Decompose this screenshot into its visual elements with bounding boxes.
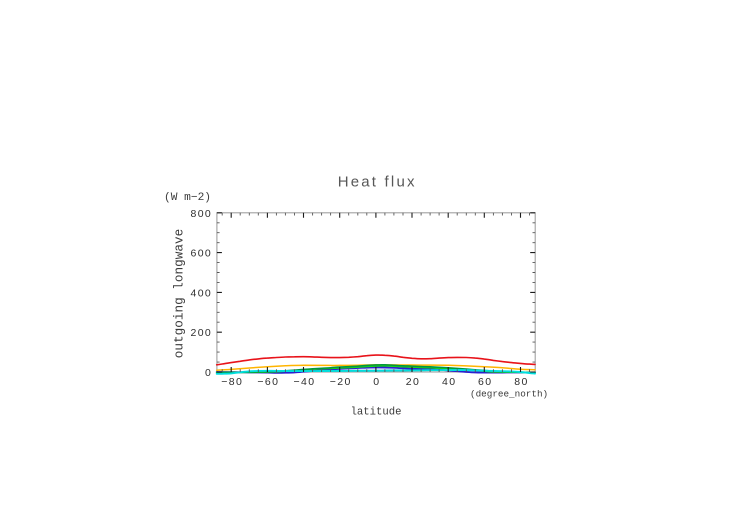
- svg-text:−40: −40: [293, 376, 315, 388]
- svg-text:(degree_north): (degree_north): [470, 389, 548, 400]
- svg-text:latitude: latitude: [351, 407, 402, 419]
- svg-text:0: 0: [373, 376, 380, 388]
- svg-text:−80: −80: [221, 376, 243, 388]
- svg-text:outgoing longwave: outgoing longwave: [171, 229, 186, 358]
- svg-text:600: 600: [190, 248, 212, 260]
- svg-text:−20: −20: [330, 376, 352, 388]
- svg-text:400: 400: [190, 287, 212, 299]
- svg-text:0: 0: [205, 367, 212, 379]
- svg-text:80: 80: [514, 376, 528, 388]
- svg-text:40: 40: [442, 376, 456, 388]
- svg-text:20: 20: [406, 376, 420, 388]
- svg-text:(W m−2): (W m−2): [164, 192, 211, 204]
- svg-text:Heat flux: Heat flux: [338, 174, 417, 191]
- svg-text:200: 200: [190, 327, 212, 339]
- svg-text:60: 60: [478, 376, 492, 388]
- svg-text:−60: −60: [257, 376, 279, 388]
- svg-text:800: 800: [190, 208, 212, 220]
